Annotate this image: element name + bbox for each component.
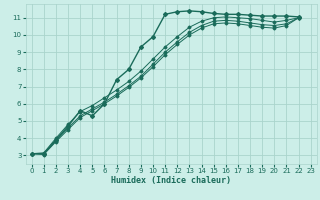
X-axis label: Humidex (Indice chaleur): Humidex (Indice chaleur) — [111, 176, 231, 185]
